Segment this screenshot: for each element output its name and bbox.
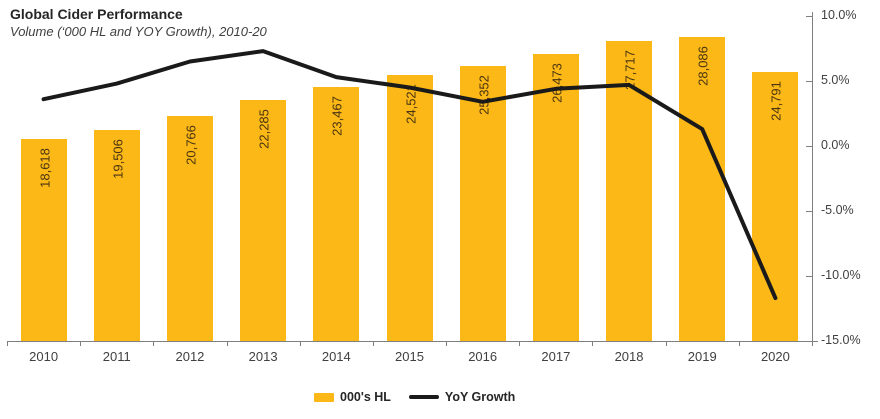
bar-value-label-2013: 22,285 [256, 108, 272, 149]
bar-value-label-2017: 26,473 [549, 63, 565, 104]
legend-item-volume: 000's HL [314, 390, 391, 404]
legend-item-yoy: YoY Growth [408, 390, 516, 404]
right-axis-tick [806, 81, 812, 82]
x-axis-tick [665, 341, 667, 346]
line-series-swatch [408, 395, 439, 399]
right-axis-tick-label-10.0%: 10.0% [821, 8, 857, 22]
bar-value-label-2014: 23,467 [329, 95, 345, 136]
chart-legend: 000's HL YoY Growth [314, 390, 515, 404]
right-axis-tick [806, 211, 812, 212]
bar-series-swatch [314, 392, 334, 402]
x-axis-tick [812, 341, 813, 346]
bar-value-label-2011: 19,506 [110, 138, 126, 179]
bar-value-label-2018: 27,717 [622, 49, 638, 90]
bar-value-label-2016: 25,352 [476, 75, 492, 116]
x-axis-tick [738, 341, 740, 346]
right-axis-tick [806, 16, 812, 17]
x-axis-tick [153, 341, 155, 346]
x-axis-tick [80, 341, 82, 346]
legend-label-volume: 000's HL [340, 390, 391, 404]
chart-title: Global Cider Performance [10, 6, 183, 22]
x-axis-label-2016: 2016 [468, 349, 498, 364]
x-axis-label-2014: 2014 [321, 349, 351, 364]
x-axis-line [7, 341, 818, 342]
right-axis-tick [806, 276, 812, 277]
right-axis-tick-label--15.0%: -15.0% [821, 333, 861, 347]
x-axis-tick [299, 341, 301, 346]
right-axis-tick-label-0.0%: 0.0% [821, 138, 850, 152]
x-axis-tick [372, 341, 374, 346]
bar-value-label-2019: 28,086 [695, 45, 711, 86]
x-axis-label-2012: 2012 [175, 349, 205, 364]
x-axis-tick [7, 341, 8, 346]
plot-area: 18,618 19,506 20,766 22,285 23,467 24,521 25,3… [7, 16, 812, 341]
x-axis-label-2019: 2019 [687, 349, 717, 364]
x-axis-label-2018: 2018 [614, 349, 644, 364]
right-axis-tick-label--10.0%: -10.0% [821, 268, 861, 282]
x-axis-label-2020: 2020 [760, 349, 790, 364]
bar-value-label-2015: 24,521 [403, 84, 418, 125]
right-axis-line [812, 12, 813, 342]
x-axis-label-2015: 2015 [395, 349, 424, 364]
chart-subtitle: Volume (‘000 HL and YOY Growth), 2010-20 [10, 24, 267, 39]
x-axis-label-2013: 2013 [248, 349, 278, 364]
right-axis-tick [806, 341, 812, 342]
x-axis-label-2010: 2010 [29, 349, 59, 364]
bar-value-label-2012: 20,766 [183, 125, 199, 165]
x-axis-label-2017: 2017 [541, 349, 571, 364]
right-axis-tick [806, 146, 812, 147]
x-axis-label-2011: 2011 [102, 349, 131, 364]
x-axis-tick [226, 341, 228, 346]
x-axis-tick [519, 341, 521, 346]
right-axis-tick-label--5.0%: -5.0% [821, 203, 854, 217]
x-axis-tick [592, 341, 594, 346]
x-axis-tick [446, 341, 448, 346]
legend-label-yoy: YoY Growth [444, 390, 516, 404]
right-axis-tick-label-5.0%: 5.0% [821, 73, 850, 87]
bar-value-label-2020: 24,791 [768, 81, 784, 122]
bar-value-label-2010: 18,618 [37, 148, 53, 189]
